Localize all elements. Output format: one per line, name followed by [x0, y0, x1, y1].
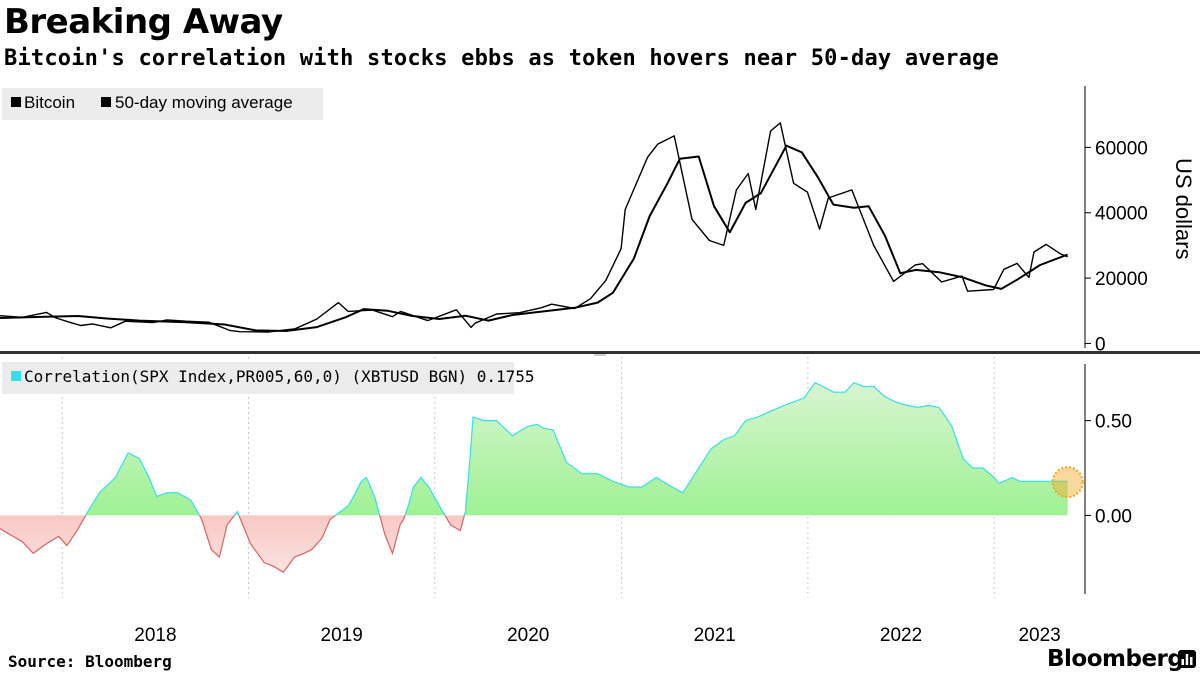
legend-label-correlation: Correlation(SPX Index,PR005,60,0) (XBTUS…	[24, 367, 535, 386]
divider-bar	[0, 351, 1200, 354]
x-tick-label-2023: 2023	[1018, 625, 1060, 646]
price-y-axis-label: US dollars	[1171, 158, 1196, 259]
correlation-negative-edge	[0, 515, 466, 574]
correlation-tick-label-0: 0.00	[1095, 506, 1132, 527]
correlation-panel	[0, 381, 1084, 574]
source-note: Source: Bloomberg	[8, 652, 172, 671]
correlation-tick-label-1: 0.50	[1095, 412, 1132, 433]
x-tick-label-2018: 2018	[134, 625, 176, 646]
price-tick-label-0: 0	[1095, 334, 1106, 355]
x-tick-label-2022: 2022	[880, 625, 922, 646]
x-tick-label-2019: 2019	[321, 625, 363, 646]
axes: 0 20000 40000 60000 US dollars 0.00 0.50 2018 20…	[134, 86, 1196, 646]
x-tick-label-2021: 2021	[694, 625, 736, 646]
bloomberg-chart-icon	[1178, 650, 1196, 668]
moving-average-line	[0, 144, 1068, 332]
price-panel-bg	[0, 82, 1085, 350]
chart-subtitle: Bitcoin's correlation with stocks ebbs a…	[4, 46, 999, 71]
legend-label-bitcoin: Bitcoin	[24, 93, 75, 112]
legend-swatch-bitcoin	[11, 97, 21, 107]
price-panel	[0, 82, 1085, 350]
price-legend-bg	[2, 88, 323, 120]
legend-label-moving-average: 50-day moving average	[115, 93, 293, 112]
correlation-legend-bg	[2, 362, 514, 394]
chart-title: Breaking Away	[4, 2, 283, 42]
legend-swatch-moving-average	[101, 97, 111, 107]
latest-value-highlight	[1051, 466, 1084, 499]
correlation-positive-edge	[84, 381, 1068, 516]
correlation-negative-area	[0, 515, 465, 573]
price-tick-label-20000: 20000	[1095, 269, 1148, 290]
panel-divider	[0, 351, 1200, 356]
bloomberg-logo: Bloomberg	[1047, 646, 1184, 672]
correlation-positive-area	[0, 382, 1068, 516]
price-tick-label-60000: 60000	[1095, 138, 1148, 159]
price-tick-label-40000: 40000	[1095, 204, 1148, 225]
legends: Bitcoin 50-day moving average Correlation(…	[2, 88, 535, 394]
legend-swatch-correlation	[11, 371, 21, 381]
x-tick-label-2020: 2020	[507, 625, 549, 646]
